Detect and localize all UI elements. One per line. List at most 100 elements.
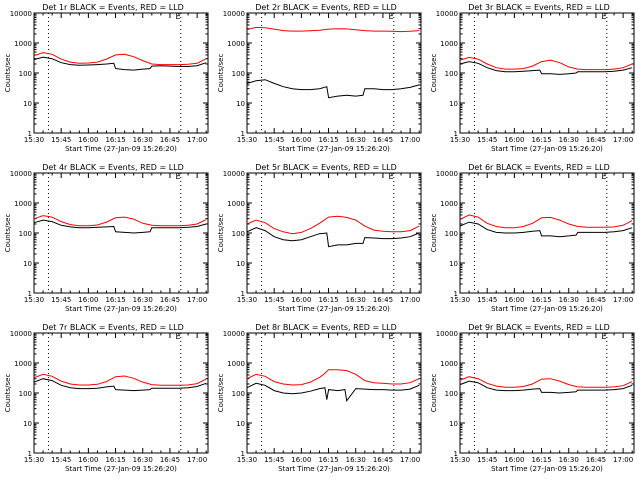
x-tick-label: 17:00 [400, 296, 420, 304]
panel-det-8r: Det 8r BLACK = Events, RED = LLD 1 10 100 10… [217, 323, 422, 473]
y-tick-label: 1 [241, 290, 245, 298]
x-tick-label: 17:00 [400, 456, 420, 464]
series-line-lld [246, 215, 420, 235]
y-tick-label: 1 [28, 130, 32, 138]
x-axis-label: Start Time (27-Jan-09 15:26:20) [491, 145, 603, 153]
y-axis-label: Counts/sec [217, 374, 225, 413]
series-line-events [33, 56, 207, 71]
x-tick-label: 15:45 [477, 136, 497, 144]
series-line-lld [459, 56, 633, 71]
x-tick-label: 16:30 [559, 136, 579, 144]
panel-title: Det 4r BLACK = Events, RED = LLD [42, 163, 184, 172]
plot-frame [459, 332, 635, 454]
y-tick-label: 1 [241, 130, 245, 138]
y-tick-label: 100 [445, 390, 458, 398]
x-tick-label: 15:30 [450, 136, 470, 144]
x-tick-label: 15:45 [51, 456, 71, 464]
x-tick-label: 16:15 [105, 296, 125, 304]
y-tick-label: 10 [23, 260, 32, 268]
y-tick-label: 10000 [436, 330, 458, 338]
y-tick-label: 10 [236, 100, 245, 108]
y-tick-label: 1 [28, 450, 32, 458]
x-tick-label: 16:00 [504, 456, 524, 464]
y-tick-label: 1000 [227, 200, 245, 208]
series-line-lld [33, 52, 207, 66]
y-tick-label: 10 [449, 100, 458, 108]
series-line-events [459, 380, 633, 394]
x-tick-label: 16:45 [586, 136, 606, 144]
panel-det-3r: Det 3r BLACK = Events, RED = LLD 1 10 100 10… [430, 3, 635, 153]
y-tick-label: 10000 [10, 170, 32, 178]
series-line-lld [33, 373, 207, 386]
x-tick-label: 16:45 [160, 296, 180, 304]
y-axis-label: Counts/sec [217, 54, 225, 93]
series-line-events [33, 378, 207, 392]
series-line-events [459, 61, 633, 75]
x-axis-label: Start Time (27-Jan-09 15:26:20) [65, 465, 177, 473]
panel-det-1r: Det 1r BLACK = Events, RED = LLD 1 10 100 10… [4, 3, 209, 153]
x-tick-label: 16:45 [160, 456, 180, 464]
x-tick-label: 16:15 [531, 296, 551, 304]
series-line-lld [33, 215, 207, 227]
x-tick-label: 16:30 [346, 296, 366, 304]
series-line-events [33, 219, 207, 234]
y-tick-label: 1000 [227, 360, 245, 368]
x-tick-label: 15:45 [264, 456, 284, 464]
plot-frame [246, 172, 422, 294]
x-tick-label: 15:45 [477, 296, 497, 304]
x-tick-label: 15:45 [51, 296, 71, 304]
x-tick-label: 16:45 [160, 136, 180, 144]
y-tick-label: 100 [445, 230, 458, 238]
x-tick-label: 17:00 [613, 136, 633, 144]
panel-det-2r: Det 2r BLACK = Events, RED = LLD 1 10 100 10… [217, 3, 422, 153]
x-tick-label: 15:30 [24, 136, 44, 144]
y-tick-label: 10000 [10, 330, 32, 338]
x-tick-label: 16:30 [559, 456, 579, 464]
y-tick-label: 10000 [436, 10, 458, 18]
x-tick-label: 16:15 [318, 456, 338, 464]
y-tick-label: 1 [454, 450, 458, 458]
y-tick-label: 1000 [440, 200, 458, 208]
y-tick-label: 10000 [10, 10, 32, 18]
panel-title: Det 7r BLACK = Events, RED = LLD [42, 323, 184, 332]
y-tick-label: 10000 [436, 170, 458, 178]
y-axis-label: Counts/sec [217, 214, 225, 253]
x-tick-label: 16:15 [318, 136, 338, 144]
x-tick-label: 16:00 [291, 136, 311, 144]
x-tick-label: 16:15 [531, 136, 551, 144]
x-tick-label: 15:45 [51, 136, 71, 144]
x-tick-label: 16:45 [373, 296, 393, 304]
x-tick-label: 16:00 [291, 296, 311, 304]
series-line-events [246, 79, 420, 99]
x-tick-label: 16:30 [346, 136, 366, 144]
panel-det-6r: Det 6r BLACK = Events, RED = LLD 1 10 100 10… [430, 163, 635, 313]
corner-mark: E [175, 12, 180, 21]
panel-title: Det 3r BLACK = Events, RED = LLD [468, 3, 610, 12]
plot-frame [33, 332, 209, 454]
x-tick-label: 15:30 [450, 296, 470, 304]
panel-title: Det 6r BLACK = Events, RED = LLD [468, 163, 610, 172]
x-tick-label: 17:00 [187, 136, 207, 144]
x-tick-label: 16:00 [78, 296, 98, 304]
y-axis-label: Counts/sec [4, 54, 12, 93]
y-tick-label: 1000 [14, 360, 32, 368]
x-tick-label: 16:30 [133, 136, 153, 144]
plot-frame [459, 12, 635, 134]
y-tick-label: 10000 [223, 10, 245, 18]
y-tick-label: 1000 [14, 200, 32, 208]
x-axis-label: Start Time (27-Jan-09 15:26:20) [278, 305, 390, 313]
x-axis-label: Start Time (27-Jan-09 15:26:20) [278, 145, 390, 153]
y-axis-label: Counts/sec [430, 374, 438, 413]
y-tick-label: 10000 [223, 330, 245, 338]
x-axis-label: Start Time (27-Jan-09 15:26:20) [278, 465, 390, 473]
y-tick-label: 1000 [440, 360, 458, 368]
x-tick-label: 16:00 [78, 136, 98, 144]
panel-title: Det 8r BLACK = Events, RED = LLD [255, 323, 397, 332]
x-tick-label: 17:00 [613, 296, 633, 304]
y-tick-label: 10000 [223, 170, 245, 178]
x-tick-label: 15:45 [264, 136, 284, 144]
x-axis-label: Start Time (27-Jan-09 15:26:20) [65, 305, 177, 313]
y-axis-label: Counts/sec [4, 214, 12, 253]
x-tick-label: 16:30 [133, 456, 153, 464]
